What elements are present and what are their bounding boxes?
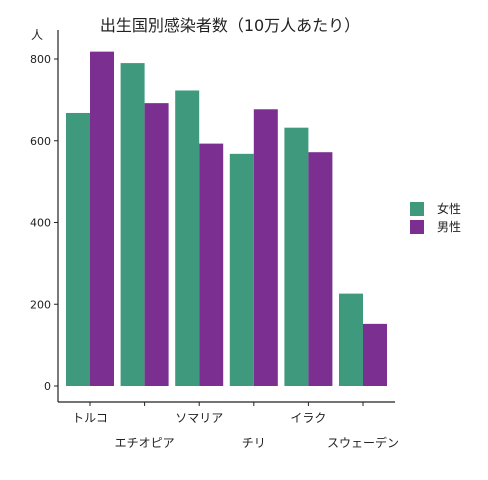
legend-swatch-女性 bbox=[410, 202, 424, 216]
bar-女性-ソマリア bbox=[175, 90, 200, 386]
y-axis-label: 人 bbox=[31, 28, 43, 42]
bar-女性-エチオピア bbox=[120, 63, 145, 387]
chart-title: 出生国別感染者数（10万人あたり） bbox=[100, 16, 360, 35]
x-tick-label: チリ bbox=[242, 436, 266, 450]
y-tick-label: 200 bbox=[30, 298, 51, 311]
bar-男性-スウェーデン bbox=[363, 323, 387, 386]
y-tick-label: 400 bbox=[30, 217, 51, 230]
legend-label: 男性 bbox=[437, 220, 461, 234]
bars-group bbox=[66, 51, 387, 387]
y-tick-label: 600 bbox=[30, 135, 51, 148]
bar-男性-ソマリア bbox=[199, 143, 224, 386]
x-tick-label: トルコ bbox=[72, 411, 108, 425]
x-tick-label: スウェーデン bbox=[327, 435, 399, 450]
bar-男性-エチオピア bbox=[144, 103, 169, 387]
bar-女性-チリ bbox=[229, 153, 254, 386]
y-axis: 0 200 400 600 800 bbox=[30, 30, 59, 402]
bar-男性-チリ bbox=[253, 109, 278, 387]
x-tick-label: ソマリア bbox=[175, 411, 223, 425]
bar-女性-トルコ bbox=[66, 112, 90, 386]
bar-女性-スウェーデン bbox=[339, 293, 363, 386]
legend-swatch-男性 bbox=[410, 220, 424, 234]
x-tick-label: イラク bbox=[290, 411, 326, 425]
bar-男性-トルコ bbox=[90, 51, 114, 387]
y-tick-label: 800 bbox=[30, 53, 51, 66]
y-tick-label: 0 bbox=[44, 380, 51, 393]
bar-男性-イラク bbox=[308, 152, 333, 386]
legend-label: 女性 bbox=[437, 201, 461, 216]
bar-女性-イラク bbox=[284, 127, 309, 387]
x-tick-label: エチオピア bbox=[115, 436, 175, 450]
